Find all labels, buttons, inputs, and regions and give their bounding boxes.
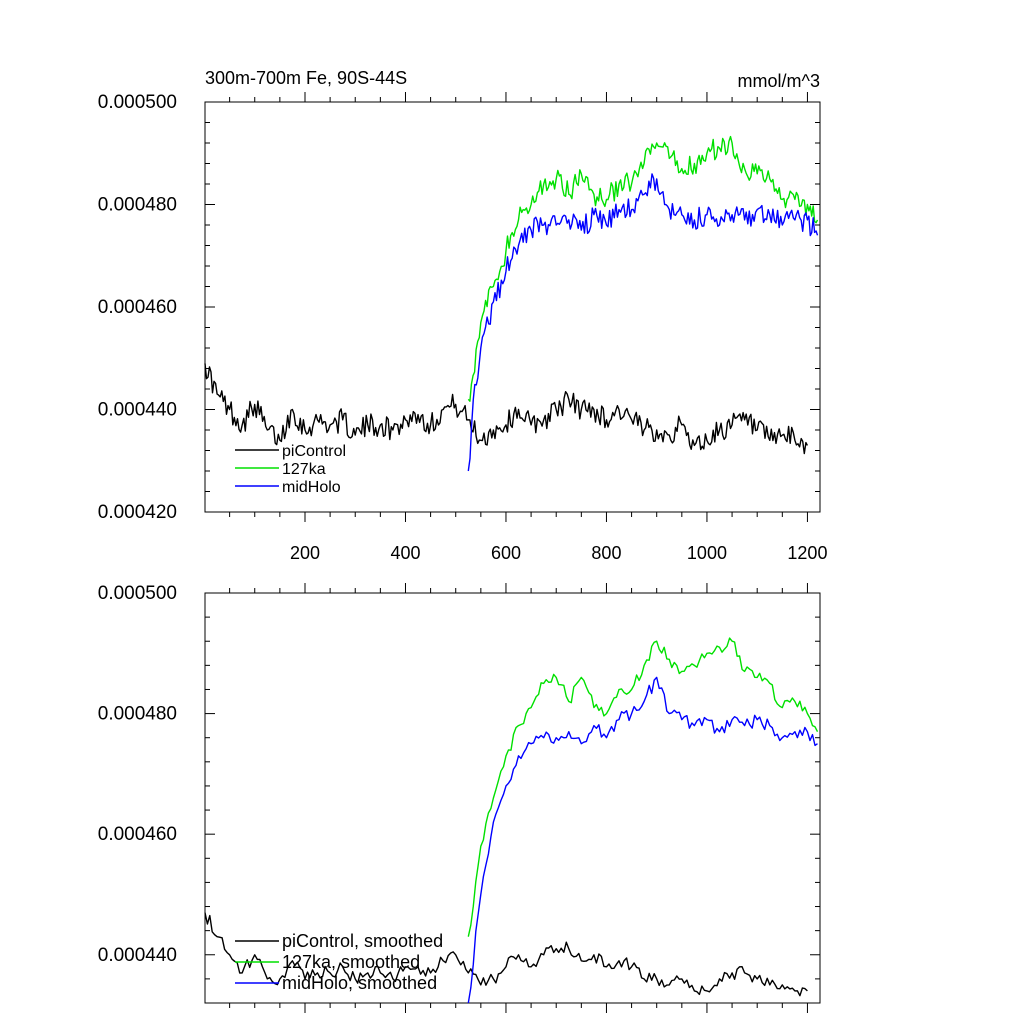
x-tick-label: 200 bbox=[290, 543, 320, 563]
y-tick-label: 0.000480 bbox=[98, 195, 177, 216]
legend-label: piControl bbox=[282, 443, 346, 460]
y-tick-label: 0.000480 bbox=[98, 704, 177, 725]
chart-title: 300m-700m Fe, 90S-44S bbox=[205, 68, 407, 88]
x-tick-label: 1200 bbox=[787, 543, 827, 563]
plot-frame bbox=[204, 592, 821, 1004]
x-tick-label: 400 bbox=[390, 543, 420, 563]
y-tick-label: 0.000500 bbox=[98, 583, 177, 604]
legend-label: midHolo, smoothed bbox=[282, 973, 437, 993]
series-line-midholo bbox=[467, 173, 819, 472]
series-line-picontrol bbox=[204, 363, 809, 455]
x-tick-label: 600 bbox=[491, 543, 521, 563]
top-panel: 300m-700m Fe, 90S-44S mmol/m^3 200 400 600… bbox=[98, 68, 828, 563]
x-tick-label: 1000 bbox=[687, 543, 727, 563]
legend-label: 127ka bbox=[282, 461, 326, 478]
series-line-picontrol-smoothed bbox=[204, 912, 808, 997]
series-line-127ka bbox=[467, 135, 819, 402]
y-tick-label: 0.000440 bbox=[98, 945, 177, 966]
y-tick-label: 0.000420 bbox=[98, 502, 177, 523]
y-tick-label: 0.000460 bbox=[98, 297, 177, 318]
legend-label: 127ka, smoothed bbox=[282, 952, 420, 972]
legend-label: piControl, smoothed bbox=[282, 931, 443, 951]
series-line-midholo-smoothed bbox=[467, 676, 818, 1004]
units-label: mmol/m^3 bbox=[738, 71, 820, 91]
bottom-panel: 0.000440 0.000460 0.000480 0.000500 piContro… bbox=[98, 583, 821, 1013]
x-tick-label: 800 bbox=[591, 543, 621, 563]
y-tick-label: 0.000500 bbox=[98, 92, 177, 113]
y-tick-label: 0.000460 bbox=[98, 824, 177, 845]
y-tick-label: 0.000440 bbox=[98, 400, 177, 421]
series-line-127ka-smoothed bbox=[467, 637, 819, 937]
legend-label: midHolo bbox=[282, 479, 341, 496]
